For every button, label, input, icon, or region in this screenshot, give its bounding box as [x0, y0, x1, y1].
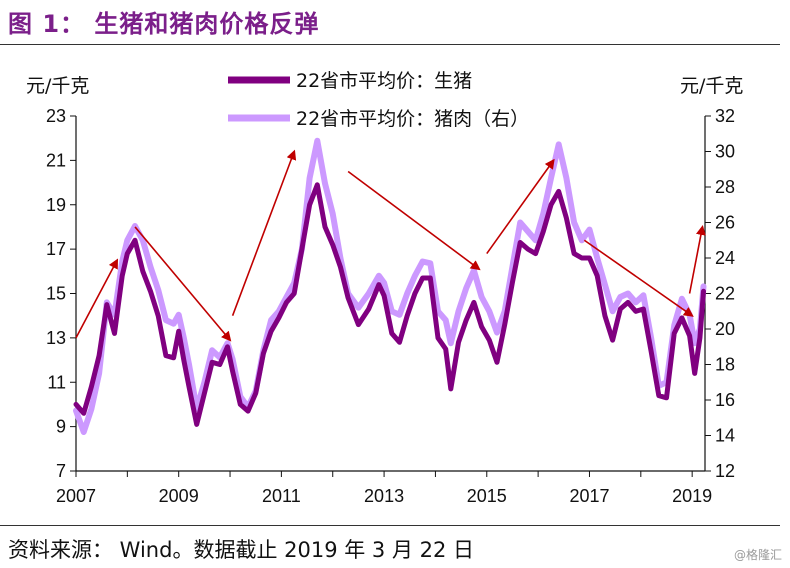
x-tick-label: 2015	[467, 486, 507, 506]
trend-arrow-layer	[75, 149, 706, 342]
right-tick-label: 22	[715, 284, 735, 304]
chart-legend: 22省市平均价：生猪 22省市平均价：猪肉（右）	[228, 70, 529, 130]
x-tick-label: 2007	[56, 486, 96, 506]
left-tick-label: 7	[56, 461, 66, 481]
left-axis-unit: 元/千克	[26, 75, 89, 97]
left-tick-label: 17	[46, 239, 66, 259]
left-tick-label: 21	[46, 150, 66, 170]
series-line-pork	[73, 137, 707, 435]
left-tick-label: 13	[46, 328, 66, 348]
series-layer	[73, 137, 707, 435]
legend-label-hog: 22省市平均价：生猪	[296, 70, 472, 92]
source-note: 资料来源： Wind。数据截止 2019 年 3 月 22 日	[8, 538, 475, 562]
series-line-hog	[73, 182, 706, 427]
x-tick-label: 2013	[364, 486, 404, 506]
x-tick-label: 2011	[262, 486, 301, 506]
right-tick-label: 14	[715, 426, 735, 446]
trend-arrow	[486, 158, 555, 255]
trend-arrow	[688, 224, 706, 294]
right-tick-label: 16	[715, 390, 735, 410]
trend-arrow	[231, 149, 297, 316]
right-tick-label: 12	[715, 461, 735, 481]
right-tick-label: 20	[715, 319, 735, 339]
trend-arrow	[583, 239, 694, 317]
bottom-rule	[0, 525, 780, 526]
price-chart: 2321191715131197323028262422201816141220…	[26, 70, 743, 506]
x-tick-label: 2017	[569, 486, 609, 506]
watermark: @格隆汇	[733, 548, 782, 562]
right-tick-label: 32	[715, 106, 735, 126]
left-tick-label: 23	[46, 106, 66, 126]
x-tick-label: 2009	[159, 486, 199, 506]
right-tick-label: 28	[715, 177, 735, 197]
trend-arrow	[134, 226, 232, 342]
right-tick-label: 30	[715, 142, 735, 162]
legend-label-pork: 22省市平均价：猪肉（右）	[296, 108, 529, 130]
left-tick-label: 19	[46, 195, 66, 215]
left-tick-label: 11	[47, 372, 66, 392]
trend-arrow	[75, 258, 119, 339]
right-axis-unit: 元/千克	[680, 75, 743, 97]
x-tick-label: 2019	[672, 486, 712, 506]
right-tick-label: 26	[715, 213, 735, 233]
top-rule	[0, 44, 780, 45]
left-tick-label: 15	[46, 284, 66, 304]
left-tick-label: 9	[56, 417, 66, 437]
right-tick-label: 18	[715, 355, 735, 375]
page-title: 图 1： 生猪和猪肉价格反弹	[8, 10, 320, 38]
trend-arrow	[347, 170, 481, 271]
chart-axes: 2321191715131197323028262422201816141220…	[46, 106, 735, 506]
right-tick-label: 24	[715, 248, 735, 268]
